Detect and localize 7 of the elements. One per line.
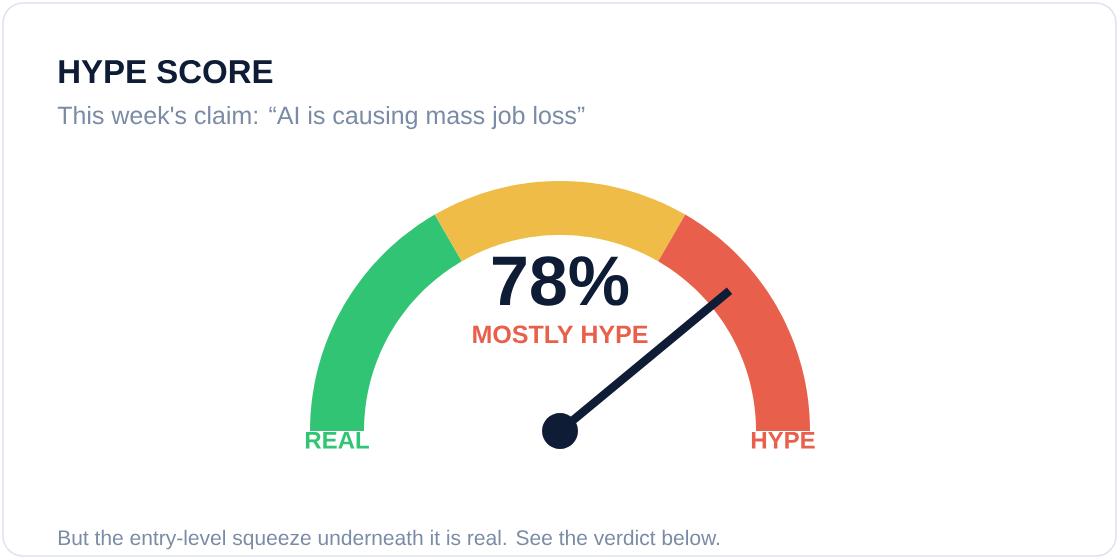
chart-title: HYPE SCORE (59, 59, 273, 84)
chart-subtitle: This week's claim: “AI is causing mass job loss” (57, 105, 585, 130)
text: 78% (492, 256, 629, 306)
slice-label: REAL (305, 431, 369, 449)
slice-label: HYPE (751, 431, 815, 449)
text: But the entry-level squeeze underneath it is real. See the verdict below. (58, 529, 720, 550)
text: MOSTLY HYPE (473, 325, 648, 344)
